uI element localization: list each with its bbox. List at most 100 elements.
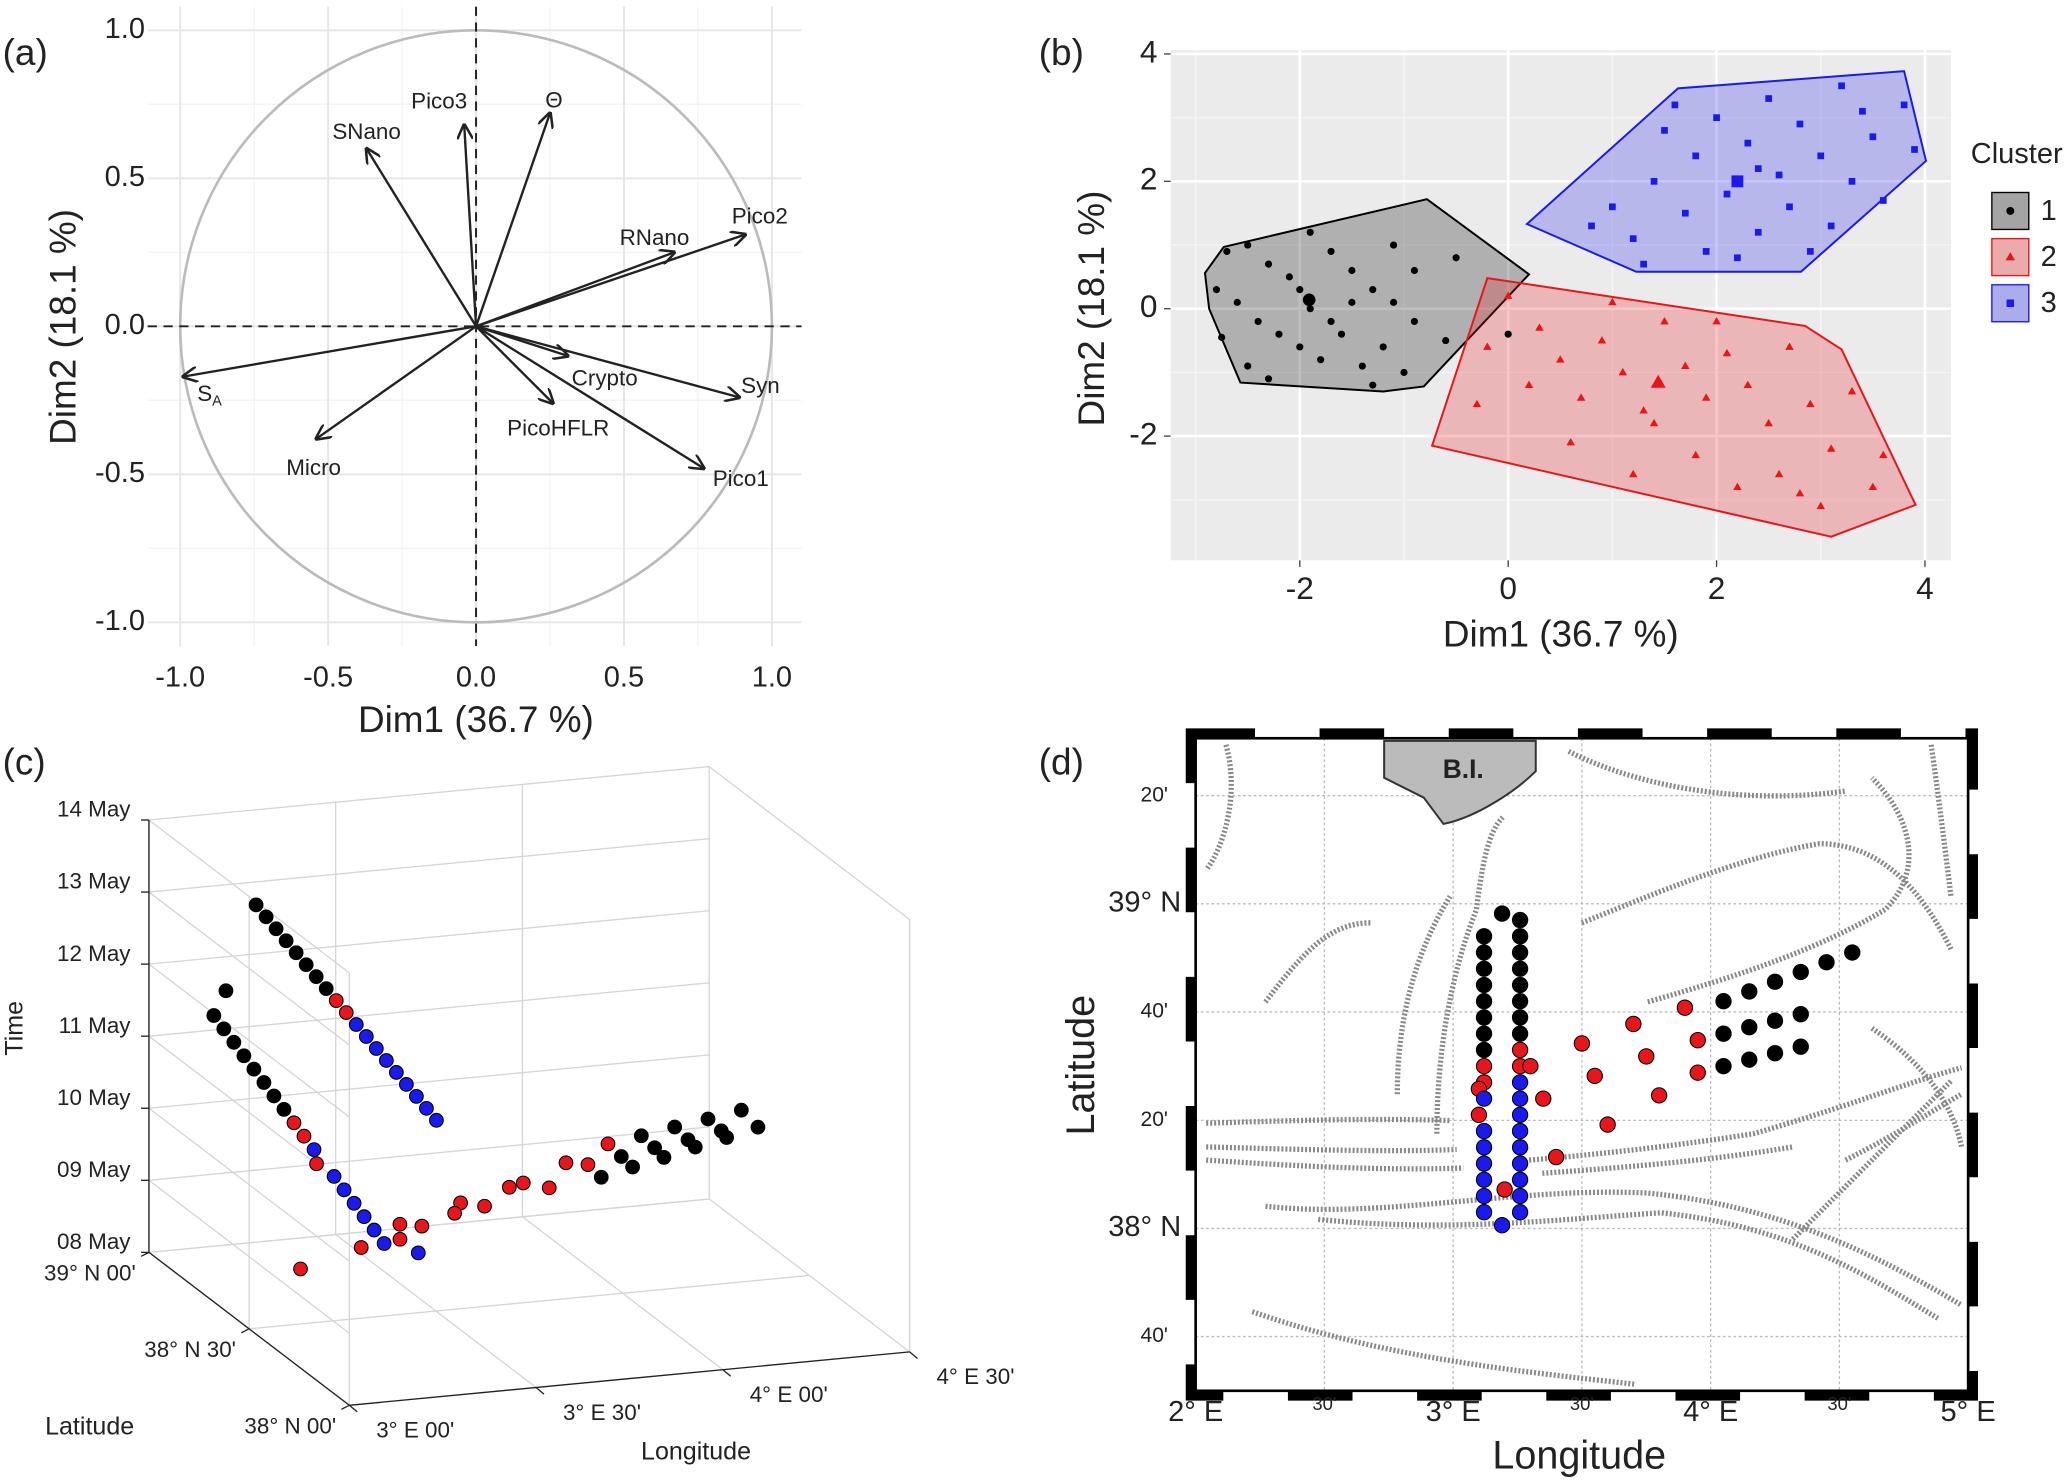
point	[501, 1179, 517, 1195]
loading-arrow	[475, 325, 553, 403]
point	[1868, 482, 1878, 490]
track-point	[1792, 1006, 1809, 1023]
x-tick-label: 0.0	[456, 662, 496, 694]
legend-marker	[2005, 252, 2016, 261]
point	[1660, 316, 1669, 325]
point	[1754, 165, 1762, 172]
point	[1827, 222, 1835, 230]
point	[1275, 330, 1283, 338]
track-point	[1511, 911, 1529, 929]
track-point	[1573, 1035, 1591, 1052]
y-axis-title: Latitude	[45, 1412, 134, 1440]
x-tick-label: 5° E	[1941, 1396, 1996, 1428]
track-point	[1586, 1067, 1603, 1085]
y-tick-mark	[240, 1328, 250, 1334]
panel-label: (d)	[1039, 741, 1084, 782]
track-point	[1493, 905, 1511, 922]
variable-name: RNano	[620, 225, 690, 250]
track-point	[1475, 1139, 1493, 1156]
point	[541, 1180, 557, 1196]
point	[1733, 482, 1742, 490]
x-tick-label: 0.5	[604, 662, 644, 694]
z-axis-title: Time	[0, 1001, 28, 1056]
point	[1650, 177, 1658, 185]
point	[368, 1041, 384, 1056]
track-point	[1689, 1032, 1706, 1049]
point	[1775, 171, 1783, 179]
x-tick-label: 3° E 30'	[563, 1400, 641, 1425]
point	[1774, 469, 1784, 478]
island-label: B.I.	[1443, 754, 1484, 784]
track-point	[1511, 1025, 1529, 1042]
point	[1410, 317, 1418, 326]
legend-key	[1991, 237, 2030, 277]
loading-arrow	[474, 113, 550, 327]
point	[268, 921, 284, 937]
y-axis-title: Dim2 (18.1 %)	[1071, 191, 1112, 427]
track-point	[1511, 1041, 1529, 1059]
point	[1765, 95, 1773, 102]
grid-line	[148, 1126, 710, 1181]
variable-name: SNano	[332, 119, 401, 144]
track-point	[1511, 1090, 1529, 1107]
point	[593, 1169, 609, 1185]
track-point	[1792, 1038, 1809, 1055]
point	[1859, 107, 1866, 115]
map-features	[1204, 744, 1965, 1387]
point	[1786, 203, 1793, 211]
loading-arrow	[316, 325, 477, 438]
point	[1296, 286, 1304, 294]
x-tick-label: -1.0	[155, 662, 205, 694]
point	[1649, 418, 1659, 427]
point	[336, 1182, 352, 1198]
point	[750, 1119, 766, 1135]
grid-line	[249, 1274, 810, 1330]
point	[1483, 342, 1492, 350]
point	[1327, 247, 1335, 255]
point	[1795, 488, 1805, 497]
variable-label: Crypto	[572, 366, 638, 391]
point	[1713, 114, 1720, 122]
point	[1535, 323, 1544, 331]
point	[1556, 355, 1565, 363]
point	[308, 969, 324, 985]
point	[358, 1029, 374, 1044]
point	[1826, 444, 1836, 452]
y-axis-title: Dim2 (18.1 %)	[43, 209, 84, 445]
track-point	[1715, 1025, 1732, 1042]
z-tick-label: 09 May	[57, 1157, 131, 1182]
z-tick-label: 14 May	[57, 797, 131, 822]
point	[1744, 139, 1752, 147]
point	[477, 1198, 492, 1214]
grid-line	[148, 765, 710, 821]
point	[246, 1061, 262, 1077]
track-point	[1844, 944, 1861, 961]
point	[1702, 248, 1710, 255]
y-tick-label: 38° N 00'	[244, 1414, 336, 1439]
point	[1233, 298, 1241, 306]
cluster-hull	[1525, 70, 1928, 273]
track-point	[1766, 1012, 1784, 1029]
point	[1264, 260, 1273, 268]
track-point	[1511, 993, 1529, 1010]
variable-label: RNano	[620, 225, 690, 250]
variable-label: Syn	[741, 373, 780, 398]
point	[447, 1205, 463, 1221]
point	[346, 1195, 362, 1211]
y-tick-label: 1.0	[105, 13, 145, 45]
track-point	[1475, 1090, 1493, 1107]
point	[248, 897, 264, 913]
point	[613, 1149, 629, 1164]
y-tick-label: -1.0	[95, 605, 145, 637]
point	[288, 945, 304, 961]
track-point	[1511, 1171, 1529, 1188]
point	[656, 1150, 672, 1165]
point	[1712, 316, 1721, 325]
legend-label: 3	[2041, 287, 2057, 319]
point	[633, 1128, 649, 1144]
point	[1244, 241, 1252, 249]
track-point	[1511, 1139, 1529, 1156]
track-point	[1547, 1148, 1565, 1166]
variable-label: SA	[197, 381, 222, 409]
